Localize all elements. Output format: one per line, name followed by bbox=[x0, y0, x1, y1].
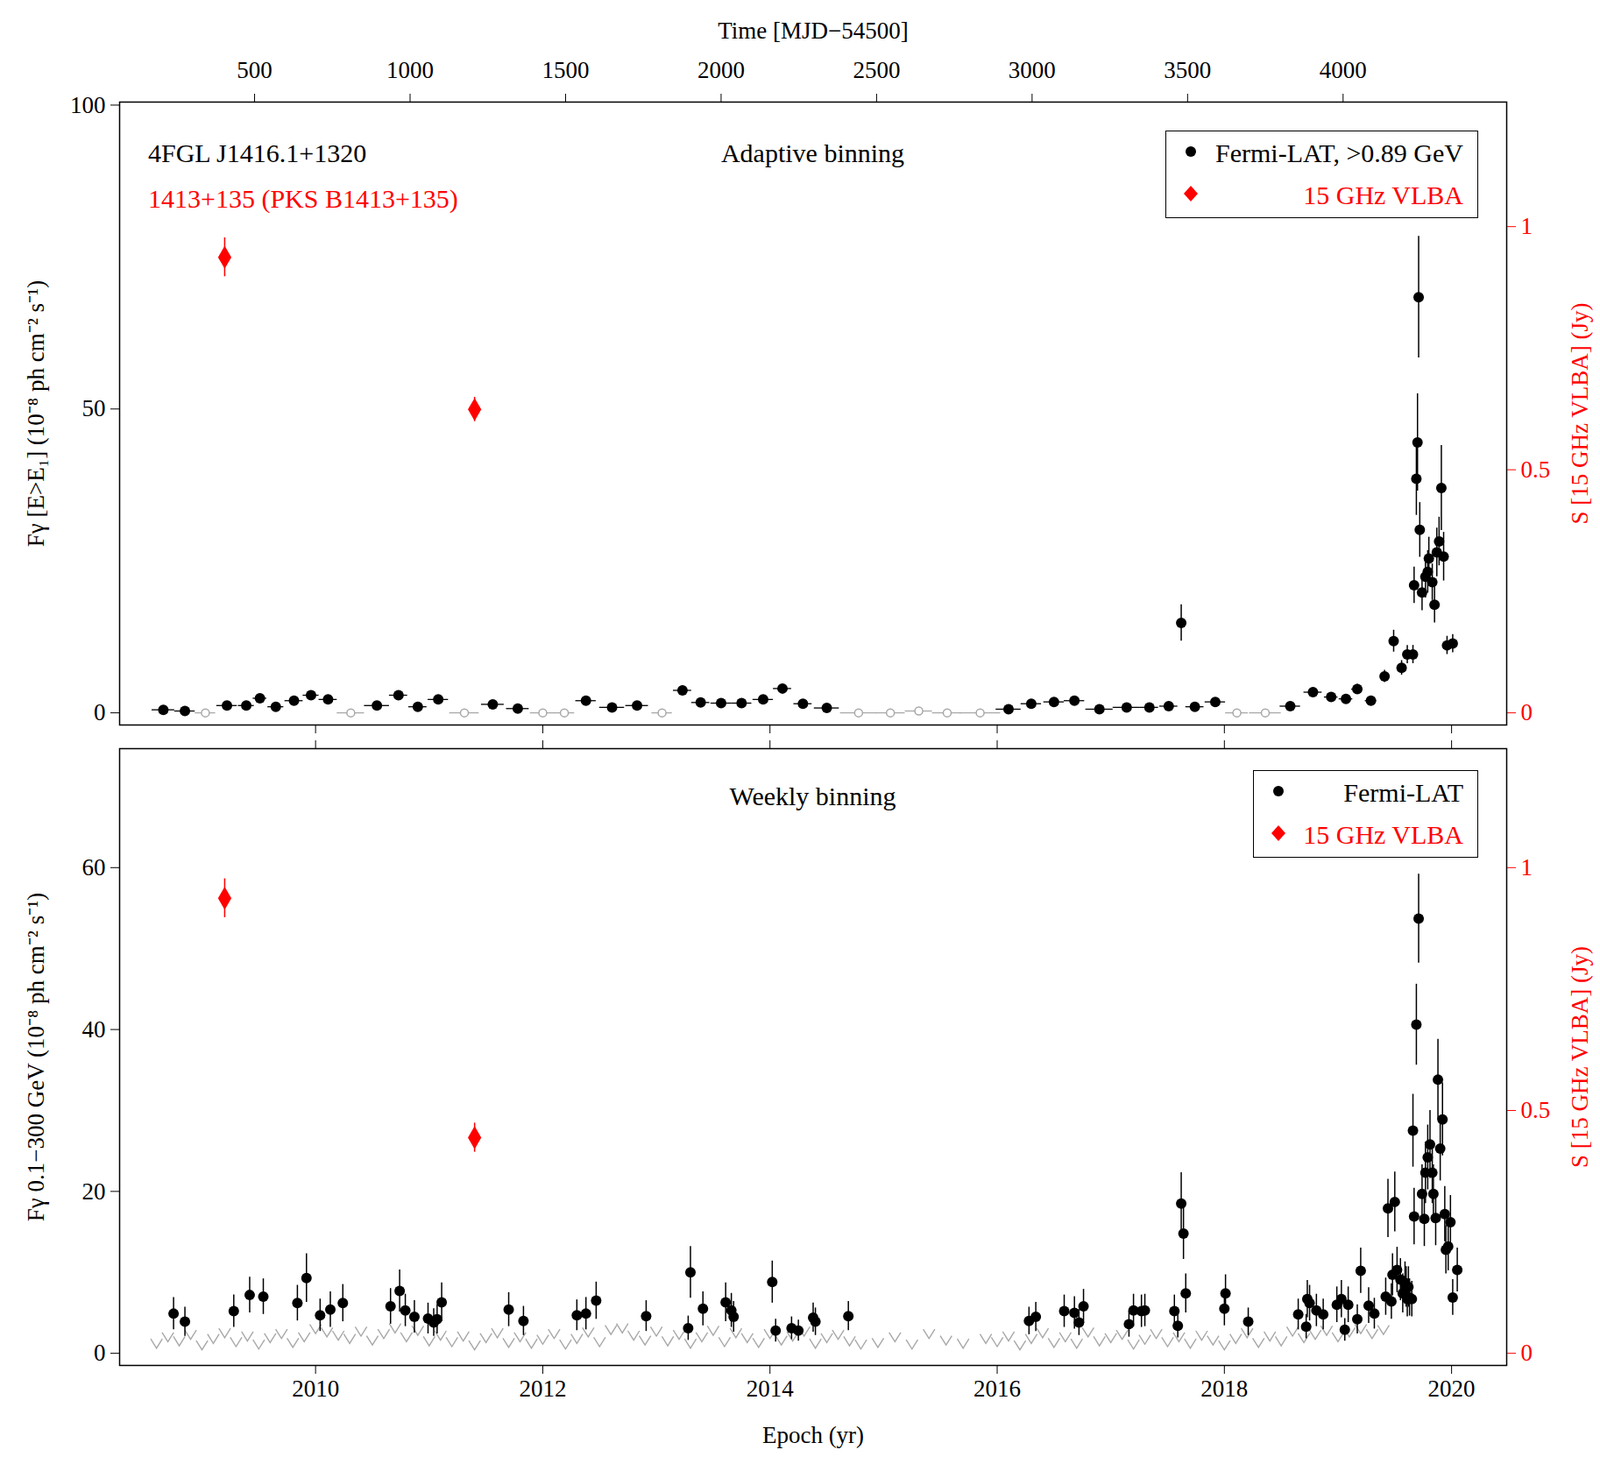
html-text:Adaptive binning: Adaptive binning bbox=[721, 138, 905, 168]
svg-text:2020: 2020 bbox=[1428, 1375, 1476, 1402]
svg-text:1000: 1000 bbox=[386, 56, 434, 84]
svg-text:1: 1 bbox=[1521, 212, 1534, 240]
svg-text:0: 0 bbox=[1521, 699, 1534, 726]
svg-text:1: 1 bbox=[1521, 854, 1534, 881]
svg-text:2018: 2018 bbox=[1200, 1375, 1248, 1402]
svg-text:S [15 GHz VLBA] (Jy): S [15 GHz VLBA] (Jy) bbox=[1566, 303, 1593, 525]
html-text:15 GHz VLBA: 15 GHz VLBA bbox=[1303, 820, 1464, 850]
svg-text:2014: 2014 bbox=[746, 1375, 795, 1402]
svg-text:1500: 1500 bbox=[541, 56, 589, 84]
svg-text:0: 0 bbox=[93, 699, 107, 726]
svg-text:100: 100 bbox=[70, 92, 107, 119]
svg-text:Epoch (yr): Epoch (yr) bbox=[762, 1422, 864, 1449]
svg-text:2500: 2500 bbox=[852, 56, 900, 84]
svg-text:50: 50 bbox=[82, 395, 107, 422]
svg-text:3500: 3500 bbox=[1163, 56, 1211, 84]
svg-text:20: 20 bbox=[82, 1178, 107, 1205]
svg-text:60: 60 bbox=[82, 854, 107, 881]
svg-text:Fγ [E>E₁] (10⁻⁸ ph cm⁻² s⁻¹): Fγ [E>E₁] (10⁻⁸ ph cm⁻² s⁻¹) bbox=[22, 280, 50, 547]
html-text:Fermi-LAT, >0.89 GeV: Fermi-LAT, >0.89 GeV bbox=[1215, 138, 1464, 168]
svg-text:Fγ 0.1−300 GeV (10⁻⁸ ph cm⁻² s: Fγ 0.1−300 GeV (10⁻⁸ ph cm⁻² s⁻¹) bbox=[22, 892, 50, 1223]
svg-text:4000: 4000 bbox=[1319, 56, 1367, 84]
html-text:15 GHz VLBA: 15 GHz VLBA bbox=[1303, 180, 1464, 210]
html-text:Weekly binning: Weekly binning bbox=[729, 781, 896, 811]
svg-text:0.5: 0.5 bbox=[1521, 456, 1551, 483]
svg-text:2010: 2010 bbox=[291, 1375, 340, 1402]
html-text:1413+135 (PKS B1413+135): 1413+135 (PKS B1413+135) bbox=[148, 184, 459, 213]
svg-text:2016: 2016 bbox=[973, 1375, 1021, 1402]
svg-text:40: 40 bbox=[82, 1016, 107, 1043]
svg-text:500: 500 bbox=[236, 56, 273, 84]
html-text:4FGL J1416.1+1320: 4FGL J1416.1+1320 bbox=[148, 138, 367, 168]
html-text:Fermi-LAT: Fermi-LAT bbox=[1343, 778, 1464, 808]
svg-text:3000: 3000 bbox=[1008, 56, 1056, 84]
svg-text:0: 0 bbox=[1521, 1339, 1534, 1367]
svg-text:2012: 2012 bbox=[518, 1375, 567, 1402]
svg-text:S [15 GHz VLBA] (Jy): S [15 GHz VLBA] (Jy) bbox=[1566, 946, 1593, 1169]
svg-text:0.5: 0.5 bbox=[1521, 1097, 1551, 1124]
svg-text:2000: 2000 bbox=[697, 56, 745, 84]
svg-text:Time [MJD−54500]: Time [MJD−54500] bbox=[717, 17, 909, 44]
svg-text:0: 0 bbox=[93, 1339, 107, 1367]
